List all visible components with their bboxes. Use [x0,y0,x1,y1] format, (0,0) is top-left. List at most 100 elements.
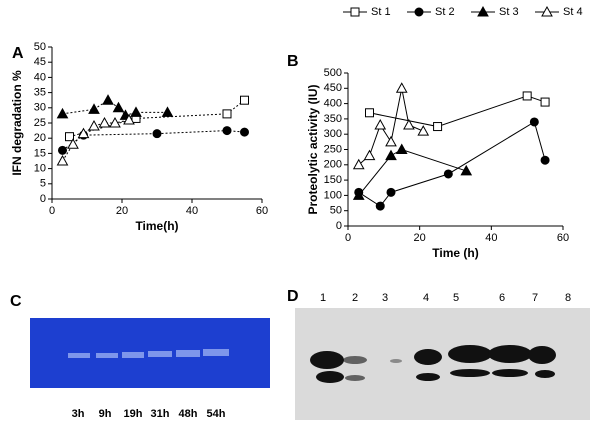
data-point [109,116,121,128]
lane-label: 9h [99,408,112,420]
y-tick-label: 15 [34,147,46,159]
gel-c-bands [68,349,229,358]
y-tick-label: 500 [324,67,342,79]
legend-marker [414,7,424,17]
y-tick-label: 20 [34,132,46,144]
x-tick-label: 0 [345,232,351,244]
lane-label: 48h [179,408,198,420]
data-point [88,120,100,131]
lane-label: 3 [382,292,388,304]
legend-label: St 3 [499,6,519,18]
lane-label: 4 [423,292,429,304]
y-tick-label: 300 [324,128,342,140]
x-tick-label: 20 [116,205,128,217]
data-point [417,125,430,136]
data-point [152,129,162,139]
data-point [385,135,397,147]
data-point [385,149,397,161]
y-tick-label: 25 [34,117,46,129]
data-point [56,154,69,166]
x-tick-label: 40 [485,232,497,244]
lane-label: 3h [72,408,85,420]
lane-label: 1 [320,292,326,304]
y-tick-label: 100 [324,189,342,201]
y-tick-label: 30 [34,102,46,114]
data-point [529,117,539,127]
legend-label: St 1 [371,6,391,18]
legend-label: St 2 [435,6,455,18]
data-point [375,201,385,211]
data-point [222,126,232,136]
data-point [540,97,550,107]
data-point [67,138,79,149]
y-tick-label: 45 [34,56,46,68]
series-line [62,99,168,116]
panel-label: A [12,45,24,62]
panel-label: C [10,293,22,310]
data-point [240,127,249,137]
data-point [365,108,374,118]
data-point [112,101,125,113]
lane-label: 31h [151,408,170,420]
y-tick-label: 400 [324,98,342,110]
data-point [58,145,67,155]
y-tick-label: 150 [324,174,342,186]
data-point [443,169,453,179]
y-tick-label: 250 [324,143,342,155]
gel-d [295,308,590,420]
y-tick-label: 350 [324,113,342,125]
y-tick-label: 450 [324,82,342,94]
lane-label: 8 [565,292,571,304]
data-point [222,109,232,119]
y-tick-label: 0 [336,220,342,232]
data-point [374,118,387,130]
data-point [395,143,408,154]
data-point [352,158,365,170]
data-point [98,116,111,128]
data-point [56,107,69,119]
lane-label: 5 [453,292,459,304]
legend-marker [477,5,489,17]
series-line [358,148,467,196]
data-point [395,82,408,93]
x-tick-label: 20 [414,232,426,244]
y-tick-label: 10 [34,163,46,175]
legend-marker [350,7,360,17]
data-point [540,155,550,165]
gel-d-bands [310,345,556,383]
x-tick-label: 60 [557,232,569,244]
lane-label: 7 [532,292,538,304]
data-point [403,118,415,130]
legend-label: St 4 [563,6,583,18]
x-axis-label: Time (h) [432,246,478,260]
data-point [130,106,142,117]
data-point [88,103,100,114]
data-point [352,189,365,200]
y-axis-label: IFN degradation % [10,70,24,176]
data-point [102,94,114,105]
x-tick-label: 40 [186,205,198,217]
y-tick-label: 50 [34,41,46,53]
y-tick-label: 50 [330,205,342,217]
lane-label: 54h [207,408,226,420]
data-point [386,187,396,197]
y-tick-label: 0 [40,193,46,205]
y-axis-label: Proteolytic activity (IU) [306,84,320,214]
legend-marker [541,5,553,17]
data-point [522,91,532,101]
data-point [123,113,135,125]
y-tick-label: 5 [40,178,46,190]
y-tick-label: 40 [34,71,46,83]
y-tick-label: 35 [34,87,46,99]
x-tick-label: 0 [49,205,55,217]
x-tick-label: 60 [256,205,268,217]
data-point [363,149,376,161]
data-point [460,164,473,176]
series-line [369,95,546,128]
data-point [161,106,174,117]
lane-label: 19h [124,408,143,420]
lane-label: 2 [352,292,358,304]
y-tick-label: 200 [324,159,342,171]
data-point [433,122,443,132]
